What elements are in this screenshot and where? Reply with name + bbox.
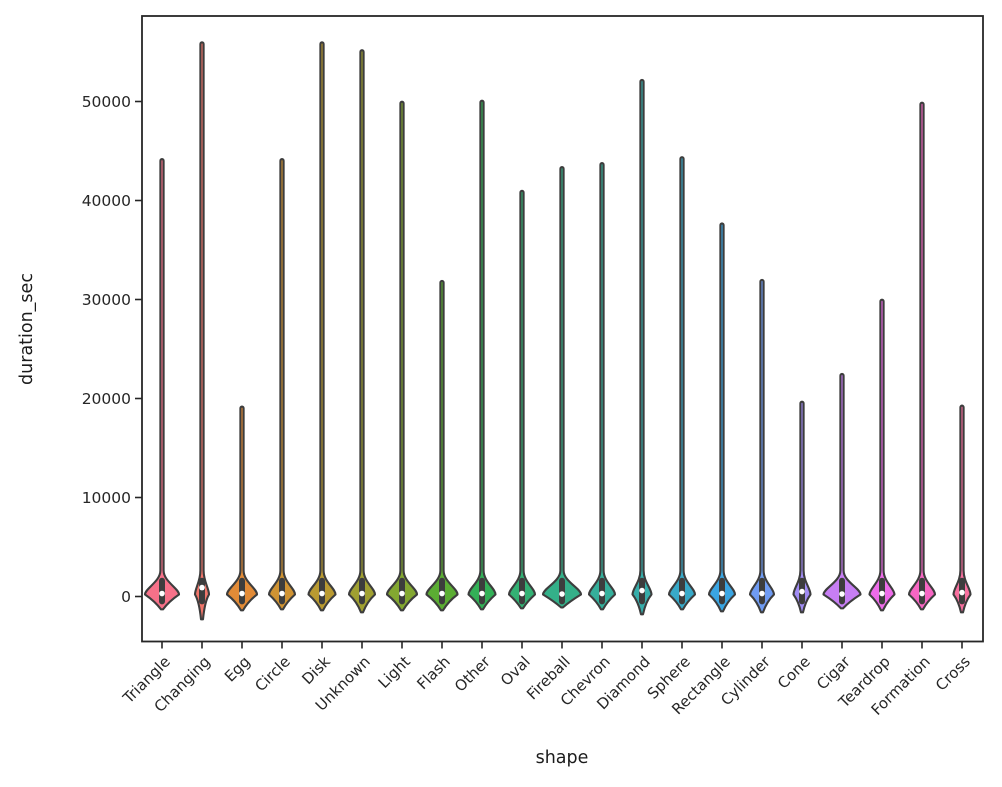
violin-changing bbox=[193, 41, 211, 621]
violin-rectangle bbox=[707, 222, 737, 613]
violin-chevron bbox=[587, 162, 617, 611]
violin-median-dot bbox=[399, 590, 405, 597]
x-tick-label: Circle bbox=[251, 653, 294, 696]
violin-flash bbox=[425, 279, 459, 612]
x-tick-label: Disk bbox=[298, 652, 334, 688]
violin-median-dot bbox=[199, 584, 205, 591]
violin-median-dot bbox=[479, 590, 485, 597]
violin-median-dot bbox=[799, 588, 805, 595]
y-tick-label: 50000 bbox=[82, 93, 131, 111]
violin-unknown bbox=[347, 49, 377, 614]
violin-diamond bbox=[631, 78, 653, 616]
violin-cylinder bbox=[748, 278, 776, 614]
x-tick-label: Oval bbox=[497, 653, 534, 690]
violin-median-dot bbox=[439, 590, 445, 597]
violin-median-dot bbox=[759, 590, 765, 597]
violin-median-dot bbox=[159, 590, 165, 597]
violin-sphere bbox=[667, 156, 697, 611]
violin-triangle bbox=[143, 158, 181, 611]
violin-median-dot bbox=[599, 590, 605, 597]
x-axis-label: shape bbox=[535, 748, 589, 768]
y-tick-label: 0 bbox=[121, 588, 131, 606]
violin-median-dot bbox=[839, 591, 845, 597]
violin-other bbox=[467, 99, 497, 611]
x-tick-label: Other bbox=[451, 652, 494, 695]
x-tick-label: Cross bbox=[932, 652, 974, 694]
violin-median-dot bbox=[359, 590, 365, 597]
y-tick-label: 40000 bbox=[82, 192, 131, 210]
violin-fireball bbox=[541, 165, 583, 609]
y-tick-label: 30000 bbox=[82, 291, 131, 309]
x-tick-label: Light bbox=[375, 653, 414, 692]
violin-disk bbox=[307, 41, 337, 612]
violin-teardrop bbox=[868, 298, 896, 612]
y-tick-label: 20000 bbox=[82, 390, 131, 408]
violin-median-dot bbox=[679, 590, 685, 597]
violin-inner-box bbox=[839, 577, 845, 605]
violin-formation bbox=[907, 101, 937, 611]
violin-median-dot bbox=[239, 590, 245, 597]
x-tick-label: Cone bbox=[774, 653, 814, 693]
violin-median-dot bbox=[879, 590, 885, 597]
violin-median-dot bbox=[639, 587, 645, 594]
y-axis-label: duration_sec bbox=[17, 273, 37, 385]
violin-circle bbox=[267, 158, 297, 611]
violin-inner-box bbox=[559, 577, 565, 605]
violin-median-dot bbox=[559, 591, 565, 597]
violin-median-dot bbox=[519, 590, 525, 597]
violin-cone bbox=[792, 400, 812, 614]
violin-median-dot bbox=[959, 589, 965, 596]
violin-median-dot bbox=[919, 590, 925, 597]
x-tick-label: Flash bbox=[413, 653, 454, 694]
violin-median-dot bbox=[719, 590, 725, 597]
violin-inner-box bbox=[199, 577, 205, 605]
x-tick-label: Egg bbox=[221, 653, 254, 686]
violin-light bbox=[385, 100, 419, 612]
violin-median-dot bbox=[279, 590, 285, 597]
violin-oval bbox=[507, 189, 537, 610]
violin-cross bbox=[952, 404, 972, 614]
violin-median-dot bbox=[319, 590, 325, 597]
y-tick-label: 10000 bbox=[82, 489, 131, 507]
violin-cigar bbox=[822, 372, 862, 610]
violin-egg bbox=[225, 405, 259, 612]
